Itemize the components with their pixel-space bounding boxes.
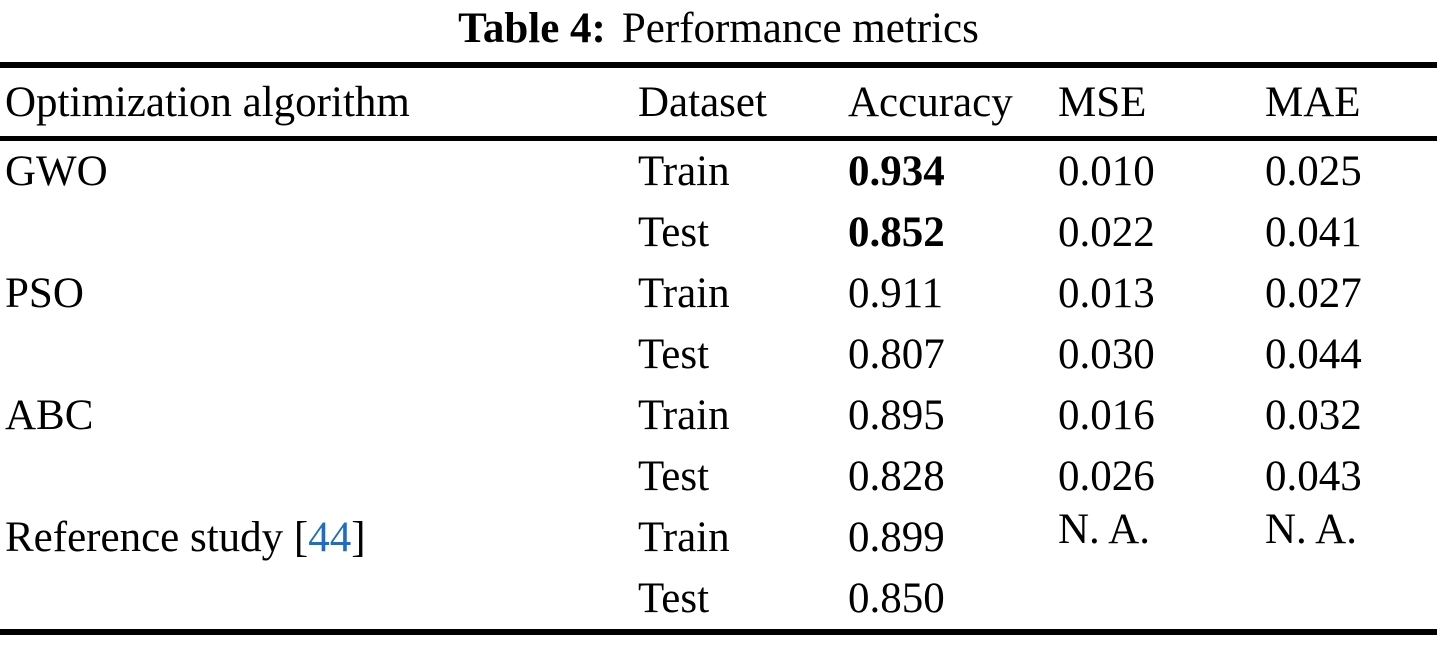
reference-study-text-suffix: ] (351, 514, 366, 561)
cell-accuracy: 0.934 (848, 148, 945, 195)
cell-mae: 0.041 (1265, 209, 1362, 256)
col-header-accuracy: Accuracy (848, 65, 1058, 141)
cell-algorithm (0, 446, 638, 507)
cell-mse: 0.030 (1058, 331, 1155, 378)
cell-mae: 0.044 (1265, 331, 1362, 378)
table-caption: Table 4: Performance metrics (0, 0, 1437, 58)
citation-link-44[interactable]: 44 (308, 514, 352, 561)
cell-mse: 0.013 (1058, 270, 1155, 317)
cell-mae: N. A. (1265, 507, 1437, 568)
cell-mae: 0.025 (1265, 148, 1362, 195)
cell-accuracy: 0.899 (848, 514, 945, 561)
cell-dataset: Test (638, 453, 710, 500)
cell-algorithm: Reference study [44] (0, 507, 638, 568)
table-row: Test 0.850 (0, 568, 1437, 632)
cell-accuracy: 0.895 (848, 392, 945, 439)
cell-algorithm (0, 324, 638, 385)
cell-mse (1058, 568, 1265, 632)
cell-algorithm (0, 202, 638, 263)
cell-mae (1265, 568, 1437, 632)
na-value: N. A. (1265, 507, 1357, 553)
table-row: Reference study [44] Train 0.899 N. A. N… (0, 507, 1437, 568)
cell-accuracy: 0.807 (848, 331, 945, 378)
cell-mse: 0.026 (1058, 453, 1155, 500)
cell-mae: 0.032 (1265, 392, 1362, 439)
col-header-mae: MAE (1265, 65, 1437, 141)
cell-mae: 0.027 (1265, 270, 1362, 317)
cell-accuracy: 0.850 (848, 575, 945, 622)
cell-dataset: Train (638, 148, 730, 195)
header-row: Optimization algorithm Dataset Accuracy … (0, 65, 1437, 141)
table-row: Test 0.828 0.026 0.043 (0, 446, 1437, 507)
cell-accuracy: 0.911 (848, 270, 944, 317)
cell-algorithm: ABC (5, 392, 94, 439)
cell-accuracy: 0.828 (848, 453, 945, 500)
table-row: PSO Train 0.911 0.013 0.027 (0, 263, 1437, 324)
performance-metrics-table: Optimization algorithm Dataset Accuracy … (0, 62, 1437, 635)
reference-study-text: Reference study [ (5, 514, 309, 561)
cell-accuracy: 0.852 (848, 209, 945, 256)
col-header-algorithm: Optimization algorithm (0, 65, 638, 141)
cell-mse: 0.010 (1058, 148, 1155, 195)
table-caption-title: Performance metrics (621, 5, 979, 52)
cell-algorithm: GWO (5, 148, 108, 195)
cell-mse: N. A. (1058, 507, 1265, 568)
cell-dataset: Test (638, 209, 710, 256)
na-value: N. A. (1058, 507, 1150, 553)
table-row: GWO Train 0.934 0.010 0.025 (0, 139, 1437, 203)
cell-dataset: Train (638, 392, 730, 439)
cell-dataset: Train (638, 514, 730, 561)
table-caption-label: Table 4: (458, 5, 606, 52)
cell-dataset: Test (638, 331, 710, 378)
cell-mae: 0.043 (1265, 453, 1362, 500)
table-header: Optimization algorithm Dataset Accuracy … (0, 65, 1437, 141)
col-header-mse: MSE (1058, 65, 1265, 141)
table-body: GWO Train 0.934 0.010 0.025 Test 0.852 0… (0, 139, 1437, 633)
table-row: ABC Train 0.895 0.016 0.032 (0, 385, 1437, 446)
cell-mse: 0.016 (1058, 392, 1155, 439)
cell-dataset: Test (638, 575, 710, 622)
table-row: Test 0.807 0.030 0.044 (0, 324, 1437, 385)
cell-mse: 0.022 (1058, 209, 1155, 256)
cell-algorithm: PSO (5, 270, 84, 317)
cell-dataset: Train (638, 270, 730, 317)
table-row: Test 0.852 0.022 0.041 (0, 202, 1437, 263)
col-header-dataset: Dataset (638, 65, 848, 141)
cell-algorithm (0, 568, 638, 632)
